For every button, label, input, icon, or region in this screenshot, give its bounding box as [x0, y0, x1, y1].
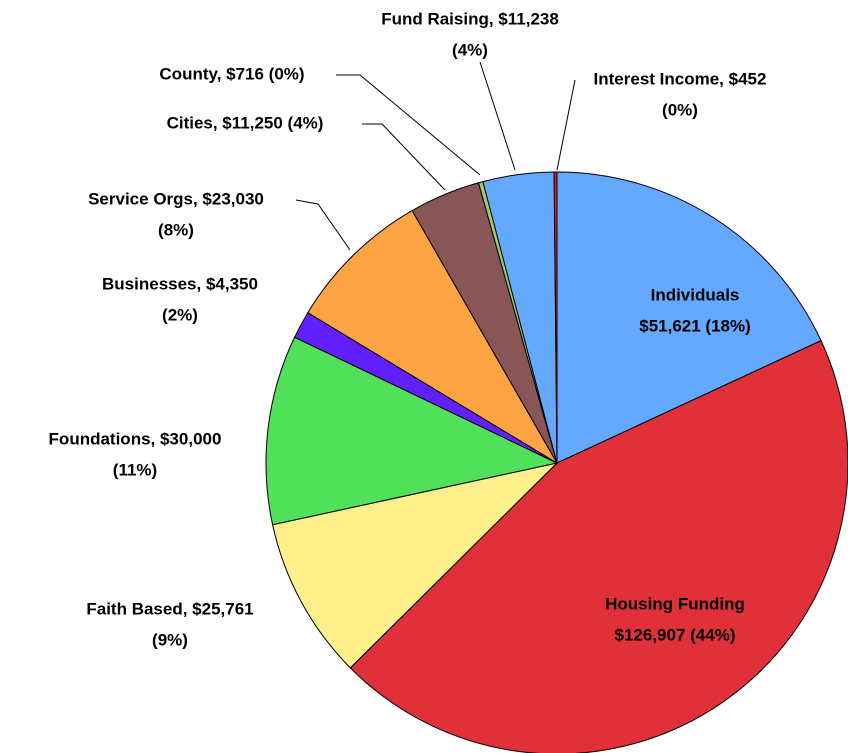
pie-slice [556, 171, 822, 464]
slice-label: Housing Funding [605, 594, 745, 613]
pie-slice [265, 336, 559, 526]
slice-label: Businesses, $4,350 [102, 274, 258, 293]
slice-label: (2%) [162, 305, 198, 324]
slice-label: Interest Income, $452 [594, 69, 767, 88]
slice-label: (4%) [452, 40, 488, 59]
slice-label: Faith Based, $25,761 [86, 599, 253, 618]
pie-slice [553, 171, 558, 464]
leader-line [479, 61, 516, 171]
slice-label: Fund Raising, $11,238 [381, 9, 559, 28]
slice-label: Individuals [651, 285, 740, 304]
leader-line [362, 123, 446, 191]
slice-label: $126,907 (44%) [615, 625, 736, 644]
pie-slice [272, 462, 559, 669]
slice-label: Service Orgs, $23,030 [88, 189, 264, 208]
leader-line [295, 199, 351, 251]
slice-label: County, $716 (0%) [159, 64, 304, 83]
slice-label: Foundations, $30,000 [49, 429, 222, 448]
slice-label: (11%) [113, 460, 157, 479]
slice-label: $51,621 (18%) [639, 316, 751, 335]
leader-line [336, 74, 481, 176]
leader-line [556, 79, 576, 171]
slice-label: Cities, $11,250 (4%) [167, 113, 324, 132]
slice-label: (0%) [662, 100, 698, 119]
pie-slice [307, 209, 559, 465]
slice-label: (9%) [152, 630, 188, 649]
slice-label: (8%) [158, 220, 194, 239]
